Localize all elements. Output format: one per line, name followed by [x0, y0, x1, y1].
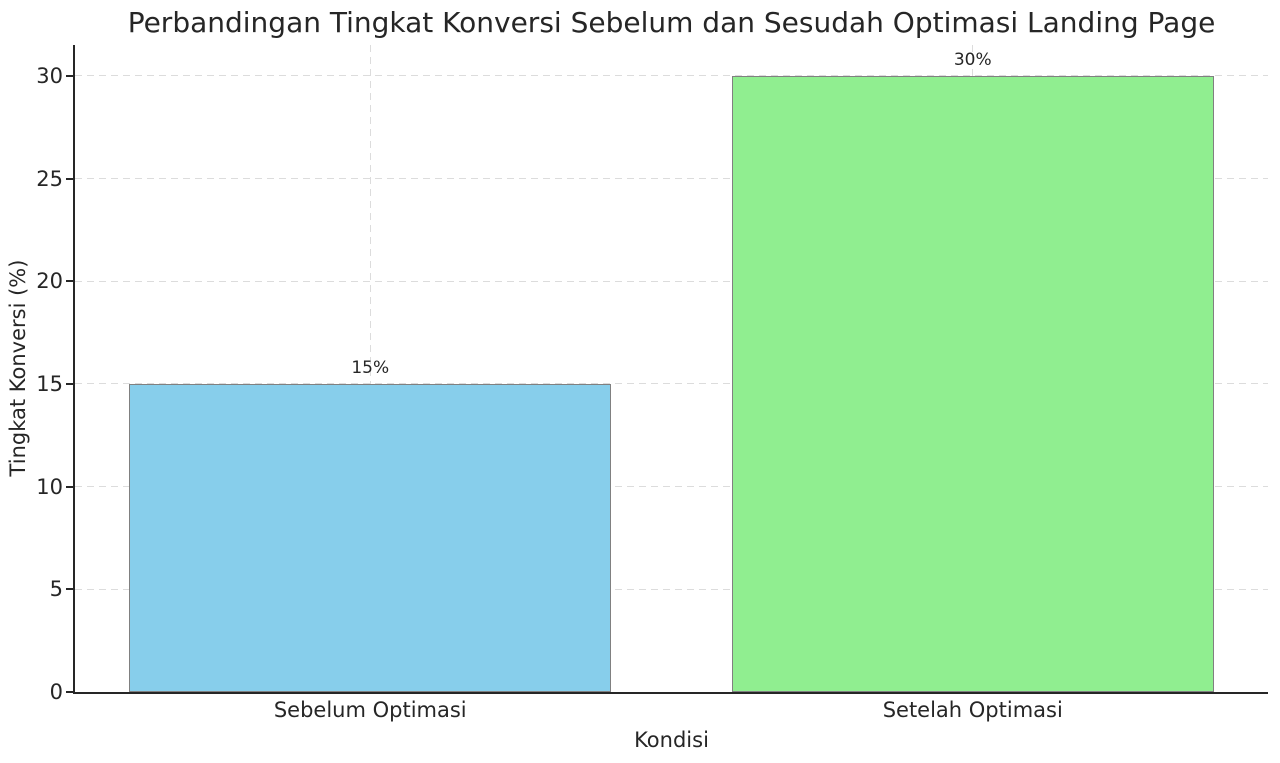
y-tick-mark	[66, 382, 75, 385]
chart-title: Perbandingan Tingkat Konversi Sebelum da…	[127, 6, 1216, 39]
h-gridline	[75, 280, 1268, 282]
h-gridline	[75, 75, 1268, 77]
h-gridline	[75, 383, 1268, 385]
y-tick-label: 30	[36, 63, 63, 88]
x-tick-label: Sebelum Optimasi	[273, 698, 467, 722]
y-tick-mark	[66, 177, 75, 180]
y-tick-label: 15	[36, 371, 63, 396]
h-gridline	[75, 178, 1268, 179]
x-axis-spine	[73, 692, 1268, 694]
y-tick-label: 0	[49, 680, 63, 704]
x-tick-label: Setelah Optimasi	[882, 698, 1063, 722]
v-gridline	[369, 45, 371, 692]
y-tick-label: 5	[49, 577, 63, 602]
y-tick-mark	[66, 691, 75, 693]
y-tick-label: 10	[36, 474, 63, 499]
y-tick-label: 20	[36, 269, 63, 294]
h-gridline	[75, 588, 1268, 590]
bar-1	[129, 383, 612, 692]
bar-value-label: 15%	[351, 357, 390, 378]
plot-area: 15% 30% 0 5 10 15 20 25 30 Sebelum Optimasi Setela…	[36, 45, 1268, 722]
y-tick-mark	[66, 588, 75, 591]
bar-2	[731, 75, 1214, 692]
y-tick-mark	[66, 74, 75, 77]
y-tick-label: 25	[36, 166, 63, 191]
x-axis-label: Kondisi	[634, 728, 709, 752]
y-tick-mark	[66, 485, 75, 488]
bar-value-label: 30%	[953, 49, 992, 70]
y-tick-mark	[66, 280, 75, 283]
h-gridline	[75, 486, 1268, 488]
y-axis-spine	[73, 45, 75, 694]
